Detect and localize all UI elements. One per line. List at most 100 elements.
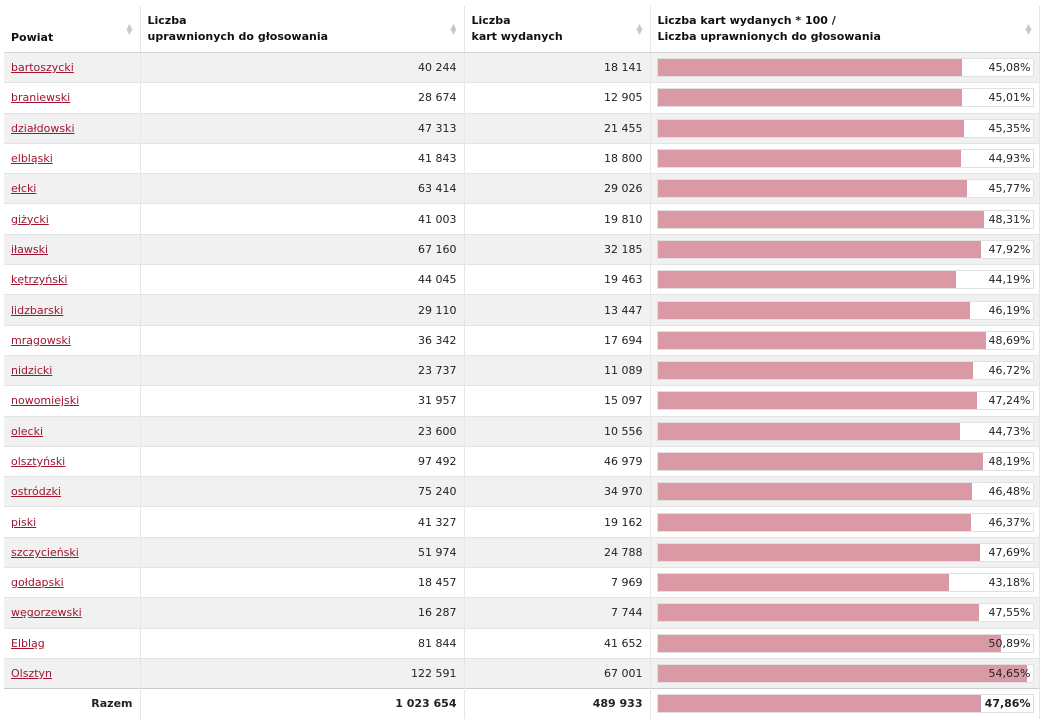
turnout-bar: 48,19% (656, 452, 1034, 471)
powiat-link[interactable]: iławski (11, 242, 49, 256)
powiat-link[interactable]: lidzbarski (11, 303, 64, 317)
cell-uprawnieni: 122 591 (140, 657, 465, 689)
cell-frekwencja: 48,19% (650, 445, 1040, 477)
turnout-bar-fill (657, 665, 1027, 683)
cell-karty: 18 800 (464, 142, 651, 174)
table-row: giżycki 41 003 19 810 48,31% (4, 203, 1040, 235)
turnout-bar-fill (657, 543, 980, 561)
cell-frekwencja: 46,37% (650, 506, 1040, 538)
turnout-percent: 45,77% (988, 182, 1031, 196)
turnout-bar: 46,19% (656, 300, 1034, 320)
cell-uprawnieni: 28 674 (140, 82, 465, 114)
turnout-bar: 45,01% (656, 88, 1034, 108)
powiat-link[interactable]: nowomiejski (11, 394, 80, 408)
turnout-bar-fill (657, 634, 1002, 652)
cell-uprawnieni: 67 160 (140, 233, 465, 265)
turnout-bar: 47,55% (656, 603, 1034, 623)
cell-powiat: ełcki (4, 173, 141, 204)
cell-powiat: szczycieński (4, 536, 141, 568)
turnout-percent: 46,19% (988, 303, 1031, 317)
header-frekwencja[interactable]: Liczba kart wydanych * 100 / Liczba upra… (650, 6, 1040, 53)
turnout-percent: 47,55% (988, 606, 1031, 620)
cell-uprawnieni: 51 974 (140, 536, 465, 568)
turnout-bar-fill (657, 604, 979, 622)
sort-arrows-icon[interactable]: ▲ ▼ (450, 22, 457, 36)
turnout-bar: 43,18% (656, 573, 1034, 593)
powiat-link[interactable]: kętrzyński (11, 273, 68, 287)
cell-uprawnieni: 16 287 (140, 597, 465, 629)
cell-uprawnieni: 75 240 (140, 476, 465, 507)
turnout-bar: 54,65% (656, 664, 1034, 684)
powiat-link[interactable]: piski (11, 515, 37, 529)
sort-arrows-icon[interactable]: ▲ ▼ (1025, 22, 1032, 36)
sort-arrows-icon[interactable]: ▲ ▼ (636, 22, 643, 36)
cell-uprawnieni: 41 327 (140, 506, 465, 538)
cell-powiat: bartoszycki (4, 51, 141, 83)
turnout-percent: 47,24% (988, 394, 1031, 408)
powiat-link[interactable]: bartoszycki (11, 61, 74, 75)
cell-karty: 18 141 (464, 51, 651, 83)
powiat-link[interactable]: Olsztyn (11, 667, 53, 681)
turnout-percent: 47,86% (984, 697, 1031, 711)
sort-arrows-icon[interactable]: ▲ ▼ (126, 22, 133, 36)
turnout-bar: 47,69% (656, 542, 1034, 562)
table-row: działdowski 47 313 21 455 45,35% (4, 112, 1040, 144)
cell-uprawnieni: 41 843 (140, 142, 465, 174)
powiat-link[interactable]: braniewski (11, 91, 71, 105)
header-uprawnieni[interactable]: Liczba uprawnionych do głosowania ▲ ▼ (140, 6, 465, 53)
header-karty-line2: kart wydanych (471, 30, 563, 43)
turnout-percent: 45,08% (988, 61, 1031, 75)
cell-karty: 19 810 (464, 203, 651, 235)
powiat-link[interactable]: nidzicki (11, 364, 53, 378)
cell-uprawnieni: 97 492 (140, 445, 465, 477)
cell-frekwencja: 48,69% (650, 324, 1040, 356)
powiat-link[interactable]: ełcki (11, 182, 37, 196)
turnout-percent: 46,72% (988, 364, 1031, 378)
header-row: Powiat ▲ ▼ Liczba uprawnionych do głosowa… (4, 6, 1040, 53)
cell-frekwencja: 50,89% (650, 627, 1040, 659)
table-row: szczycieński 51 974 24 788 47,69% (4, 536, 1040, 568)
cell-karty: 7 744 (464, 597, 651, 629)
turnout-bar-fill (657, 119, 964, 137)
cell-frekwencja: 46,48% (650, 476, 1040, 507)
turnout-percent: 46,48% (988, 485, 1031, 499)
turnout-bar: 46,48% (656, 482, 1034, 502)
header-karty[interactable]: Liczba kart wydanych ▲ ▼ (464, 6, 651, 53)
cell-karty: 41 652 (464, 627, 651, 659)
powiat-link[interactable]: Elbląg (11, 636, 45, 650)
turnout-percent: 44,93% (988, 152, 1031, 166)
cell-powiat: olecki (4, 415, 141, 447)
turnout-bar-fill (657, 89, 962, 107)
powiat-link[interactable]: olsztyński (11, 455, 66, 468)
powiat-link[interactable]: ostródzki (11, 485, 61, 499)
powiat-link[interactable]: giżycki (11, 212, 49, 226)
powiat-link[interactable]: mrągowski (11, 333, 71, 347)
cell-frekwencja: 46,72% (650, 354, 1040, 386)
table-row: elbląski 41 843 18 800 44,93% (4, 142, 1040, 174)
cell-frekwencja: 45,01% (650, 82, 1040, 114)
cell-uprawnieni: 23 737 (140, 354, 465, 386)
turnout-percent: 45,35% (988, 121, 1031, 135)
turnout-percent: 45,01% (988, 91, 1031, 105)
cell-karty: 24 788 (464, 536, 651, 568)
turnout-bar: 48,69% (656, 330, 1034, 350)
cell-frekwencja: 43,18% (650, 567, 1040, 598)
cell-uprawnieni: 41 003 (140, 203, 465, 235)
cell-powiat: elbląski (4, 142, 141, 174)
turnout-bar-fill (657, 210, 984, 228)
powiat-link[interactable]: elbląski (11, 152, 53, 166)
cell-karty: 21 455 (464, 112, 651, 144)
cell-karty: 13 447 (464, 294, 651, 326)
powiat-link[interactable]: gołdapski (11, 576, 64, 590)
cell-powiat: iławski (4, 233, 141, 265)
cell-karty: 67 001 (464, 657, 651, 689)
cell-powiat: giżycki (4, 203, 141, 235)
cell-powiat: braniewski (4, 82, 141, 114)
powiat-link[interactable]: węgorzewski (11, 606, 82, 620)
table-row: ełcki 63 414 29 026 45,77% (4, 173, 1040, 204)
cell-powiat: gołdapski (4, 567, 141, 598)
powiat-link[interactable]: olecki (11, 424, 44, 438)
powiat-link[interactable]: działdowski (11, 121, 75, 135)
powiat-link[interactable]: szczycieński (11, 545, 79, 559)
header-powiat[interactable]: Powiat ▲ ▼ (4, 6, 141, 53)
